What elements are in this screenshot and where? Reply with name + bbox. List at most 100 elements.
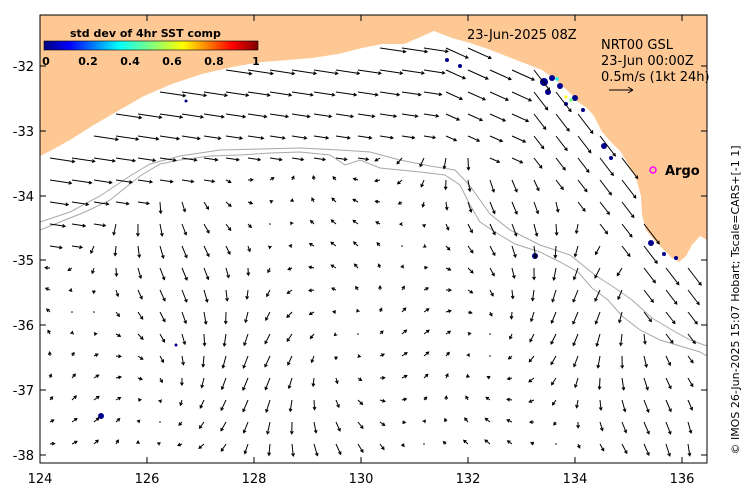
velocity-vector — [555, 91, 572, 113]
velocity-vector — [287, 377, 293, 390]
velocity-vector — [48, 373, 53, 379]
velocity-vector — [466, 157, 471, 171]
velocity-vector — [643, 355, 648, 368]
velocity-vector — [511, 179, 518, 193]
velocity-vector — [528, 399, 535, 403]
velocity-vector — [286, 289, 293, 294]
velocity-vector — [687, 289, 700, 306]
velocity-vector — [396, 179, 403, 185]
velocity-vector — [572, 267, 579, 281]
velocity-vector — [269, 177, 275, 181]
velocity-vector — [599, 443, 605, 452]
velocity-vector — [93, 135, 120, 142]
velocity-vector — [290, 198, 294, 203]
velocity-vector — [70, 330, 74, 335]
velocity-vector — [511, 91, 533, 102]
velocity-vector — [396, 157, 403, 165]
velocity-vector — [599, 201, 611, 215]
velocity-vector — [465, 395, 469, 401]
velocity-vector — [68, 288, 73, 292]
velocity-vector — [247, 135, 265, 140]
velocity-vector — [247, 177, 254, 182]
velocity-vector — [332, 176, 337, 181]
velocity-vector — [269, 157, 283, 162]
velocity-vector — [379, 443, 385, 451]
velocity-vector — [159, 113, 184, 119]
velocity-vector — [621, 443, 628, 455]
velocity-vector — [269, 200, 274, 204]
velocity-vector — [308, 311, 315, 315]
velocity-vector — [357, 69, 383, 75]
velocity-vector — [665, 355, 672, 367]
velocity-vector — [617, 289, 623, 301]
velocity-vector — [509, 311, 514, 320]
velocity-vector — [71, 440, 78, 445]
velocity-vector — [621, 179, 637, 199]
velocity-vector — [181, 333, 187, 346]
velocity-vector — [307, 288, 315, 293]
velocity-vector — [181, 355, 185, 366]
velocity-vector — [49, 223, 67, 228]
velocity-vector — [44, 287, 51, 291]
velocity-vector — [264, 333, 271, 345]
velocity-vector — [401, 113, 419, 118]
velocity-vector — [616, 267, 623, 277]
velocity-vector — [181, 267, 188, 281]
velocity-vector — [352, 177, 359, 182]
velocity-vector — [115, 289, 120, 298]
colorbar-label: 0.4 — [120, 55, 140, 68]
velocity-vector — [467, 113, 484, 122]
velocity-vector — [93, 157, 116, 163]
velocity-vector — [445, 373, 449, 379]
velocity-vector — [357, 354, 362, 358]
velocity-vector — [423, 113, 440, 118]
velocity-vector — [137, 398, 143, 402]
velocity-vector — [291, 157, 305, 162]
velocity-vector — [467, 332, 472, 336]
x-tick-label: 132 — [456, 472, 481, 487]
velocity-vector — [156, 442, 161, 446]
velocity-vector — [464, 417, 469, 423]
velocity-vector — [225, 201, 232, 208]
velocity-vector — [555, 135, 568, 152]
velocity-vector — [45, 308, 51, 313]
velocity-vector — [220, 377, 227, 391]
velocity-vector — [93, 353, 99, 357]
velocity-vector — [551, 399, 557, 406]
velocity-vector — [313, 135, 330, 140]
velocity-vector — [621, 399, 627, 413]
velocity-vector — [594, 311, 601, 325]
velocity-vector — [467, 91, 487, 101]
velocity-vector — [225, 113, 247, 119]
velocity-vector — [506, 419, 513, 423]
velocity-vector — [489, 355, 491, 357]
velocity-vector — [178, 421, 183, 427]
velocity-vector — [203, 201, 210, 211]
velocity-vector — [577, 179, 588, 193]
velocity-vector — [220, 421, 227, 432]
velocity-vector — [687, 311, 698, 325]
velocity-vector — [242, 377, 249, 391]
velocity-vector — [159, 179, 174, 184]
velocity-vector — [291, 113, 311, 119]
velocity-vector — [401, 245, 403, 247]
velocity-vector — [467, 201, 473, 213]
velocity-vector — [335, 421, 341, 432]
velocity-vector — [489, 223, 496, 236]
velocity-vector — [687, 355, 694, 364]
y-tick-label: -37 — [13, 384, 34, 399]
velocity-vector — [555, 157, 566, 171]
velocity-vector — [577, 135, 592, 154]
velocity-vector — [555, 443, 557, 445]
velocity-vector — [445, 113, 461, 121]
velocity-vector — [577, 157, 590, 174]
velocity-vector — [443, 179, 448, 191]
velocity-vector — [484, 417, 491, 423]
velocity-vector — [91, 267, 95, 275]
velocity-vector — [203, 267, 210, 281]
velocity-vector — [331, 197, 337, 203]
colorbar-title: std dev of 4hr SST comp — [70, 27, 221, 40]
velocity-vector — [159, 91, 187, 98]
velocity-vector — [246, 267, 251, 277]
velocity-vector — [313, 69, 339, 76]
